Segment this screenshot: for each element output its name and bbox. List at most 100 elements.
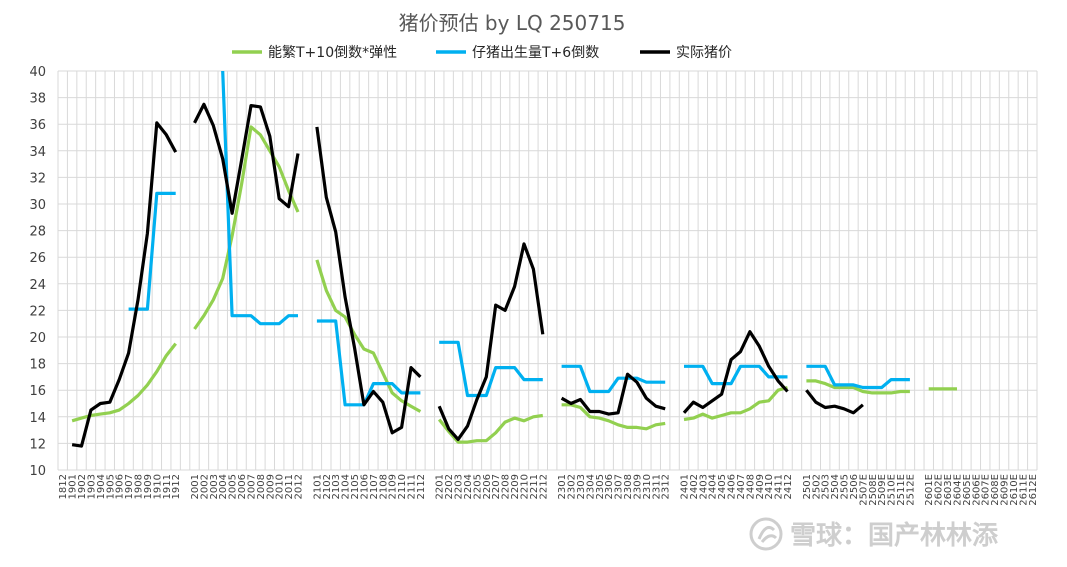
x-tick-label: 2005 [228,474,239,499]
x-tick-label: 2108 [378,474,389,499]
x-tick-label: 2109 [388,474,399,499]
x-tick-label: 2011 [284,474,295,499]
x-tick-label: 2307 [614,474,625,499]
y-tick-label: 36 [29,118,46,133]
x-tick-label: 2203 [454,474,465,499]
y-tick-label: 30 [29,198,46,213]
x-tick-label: 2411 [774,474,785,499]
x-tick-label: 2001 [190,474,201,499]
x-tick-label: 2304 [585,474,596,499]
x-tick-label: 2404 [708,474,719,499]
grid [57,70,1038,471]
x-tick-label: 2412 [783,474,794,499]
chart-title: 猪价预估 by LQ 250715 [399,11,626,35]
x-tick-label: 2111 [407,474,418,499]
series-line-1 [71,125,957,444]
x-tick-label: 2611E [1018,474,1029,506]
x-tick-label: 2503 [821,474,832,499]
x-tick-label: 2306 [604,474,615,499]
x-tick-label: 2410 [764,474,775,499]
y-tick-label: 28 [29,225,46,240]
x-tick-label: 1912 [171,474,182,499]
x-tick-label: 2201 [435,474,446,499]
x-tick-label: 2107 [369,474,380,499]
x-tick-label: 1908 [134,474,145,499]
x-tick-label: 2502 [811,474,822,499]
y-tick-label: 34 [29,145,46,160]
y-tick-label: 18 [29,358,46,373]
x-tick-label: 2210 [519,474,530,499]
xueqiu-logo-icon [749,517,783,551]
x-tick-label: 1909 [143,474,154,499]
x-tick-label: 2008 [256,474,267,499]
series-line-3 [71,102,864,448]
x-tick-label: 2102 [322,474,333,499]
x-tick-label: 2402 [689,474,700,499]
x-tick-label: 2408 [745,474,756,499]
x-tick-label: 2508E [868,474,879,506]
watermark-text: 雪球：国产林林添 [790,521,999,551]
x-tick-label: 2310 [642,474,653,499]
y-tick-label: 26 [29,251,46,266]
x-tick-label: 2506 [849,474,860,499]
y-tick-label: 24 [29,278,46,293]
x-tick-label: 2112 [416,474,427,499]
series-group [71,70,957,448]
x-tick-label: 2507E [858,474,869,506]
x-tick-label: 2511E [896,474,907,506]
x-tick-label: 2401 [679,474,690,499]
watermark: 雪球：国产林林添 [749,517,999,551]
x-tick-label: 2305 [595,474,606,499]
y-tick-label: 16 [29,384,46,399]
y-tick-label: 12 [29,437,46,452]
y-tick-label: 22 [29,304,46,319]
x-tick-label: 2205 [472,474,483,499]
x-tick-label: 2312 [661,474,672,499]
x-tick-label: 2211 [529,474,540,499]
y-tick-label: 14 [29,411,46,426]
x-axis: 1812190119021903190419051906190719081909… [58,474,1039,506]
x-tick-label: 2601E [924,474,935,506]
x-tick-label: 2301 [557,474,568,499]
x-tick-label: 2302 [567,474,578,499]
y-tick-label: 38 [29,92,46,107]
x-tick-label: 2407 [736,474,747,499]
x-tick-label: 2612E [1028,474,1039,506]
x-tick-label: 2009 [265,474,276,499]
x-tick-label: 2303 [576,474,587,499]
x-tick-label: 2204 [463,474,474,499]
x-tick-label: 1907 [124,474,135,499]
x-tick-label: 2209 [510,474,521,499]
x-tick-label: 2003 [209,474,220,499]
series-line-2 [128,70,910,407]
x-tick-label: 2603E [943,474,954,506]
x-tick-label: 2309 [632,474,643,499]
x-tick-label: 1906 [115,474,126,499]
x-tick-label: 2609E [1000,474,1011,506]
y-axis: 10 12 14 16 18 20 22 24 26 28 30 32 34 36 38 40 [29,65,46,479]
x-tick-label: 2007 [246,474,257,499]
x-tick-label: 2610E [1009,474,1020,506]
x-tick-label: 2607E [981,474,992,506]
legend-label-1: 能繁T+10倒数*弹性 [268,45,397,61]
x-tick-label: 2605E [962,474,973,506]
x-tick-label: 1904 [96,474,107,499]
x-tick-label: 2604E [952,474,963,506]
x-tick-label: 1812 [58,474,69,499]
x-tick-label: 2504 [830,474,841,499]
x-tick-label: 1911 [162,474,173,499]
x-tick-label: 2103 [331,474,342,499]
x-tick-label: 2212 [538,474,549,499]
x-tick-label: 1903 [86,474,97,499]
x-tick-label: 1902 [77,474,88,499]
x-tick-label: 2311 [651,474,662,499]
x-tick-label: 2207 [491,474,502,499]
x-tick-label: 2006 [237,474,248,499]
x-tick-label: 2602E [934,474,945,506]
y-tick-label: 20 [29,331,46,346]
x-tick-label: 2510E [887,474,898,506]
x-tick-label: 2010 [275,474,286,499]
x-tick-label: 2505 [840,474,851,499]
x-tick-label: 2308 [623,474,634,499]
